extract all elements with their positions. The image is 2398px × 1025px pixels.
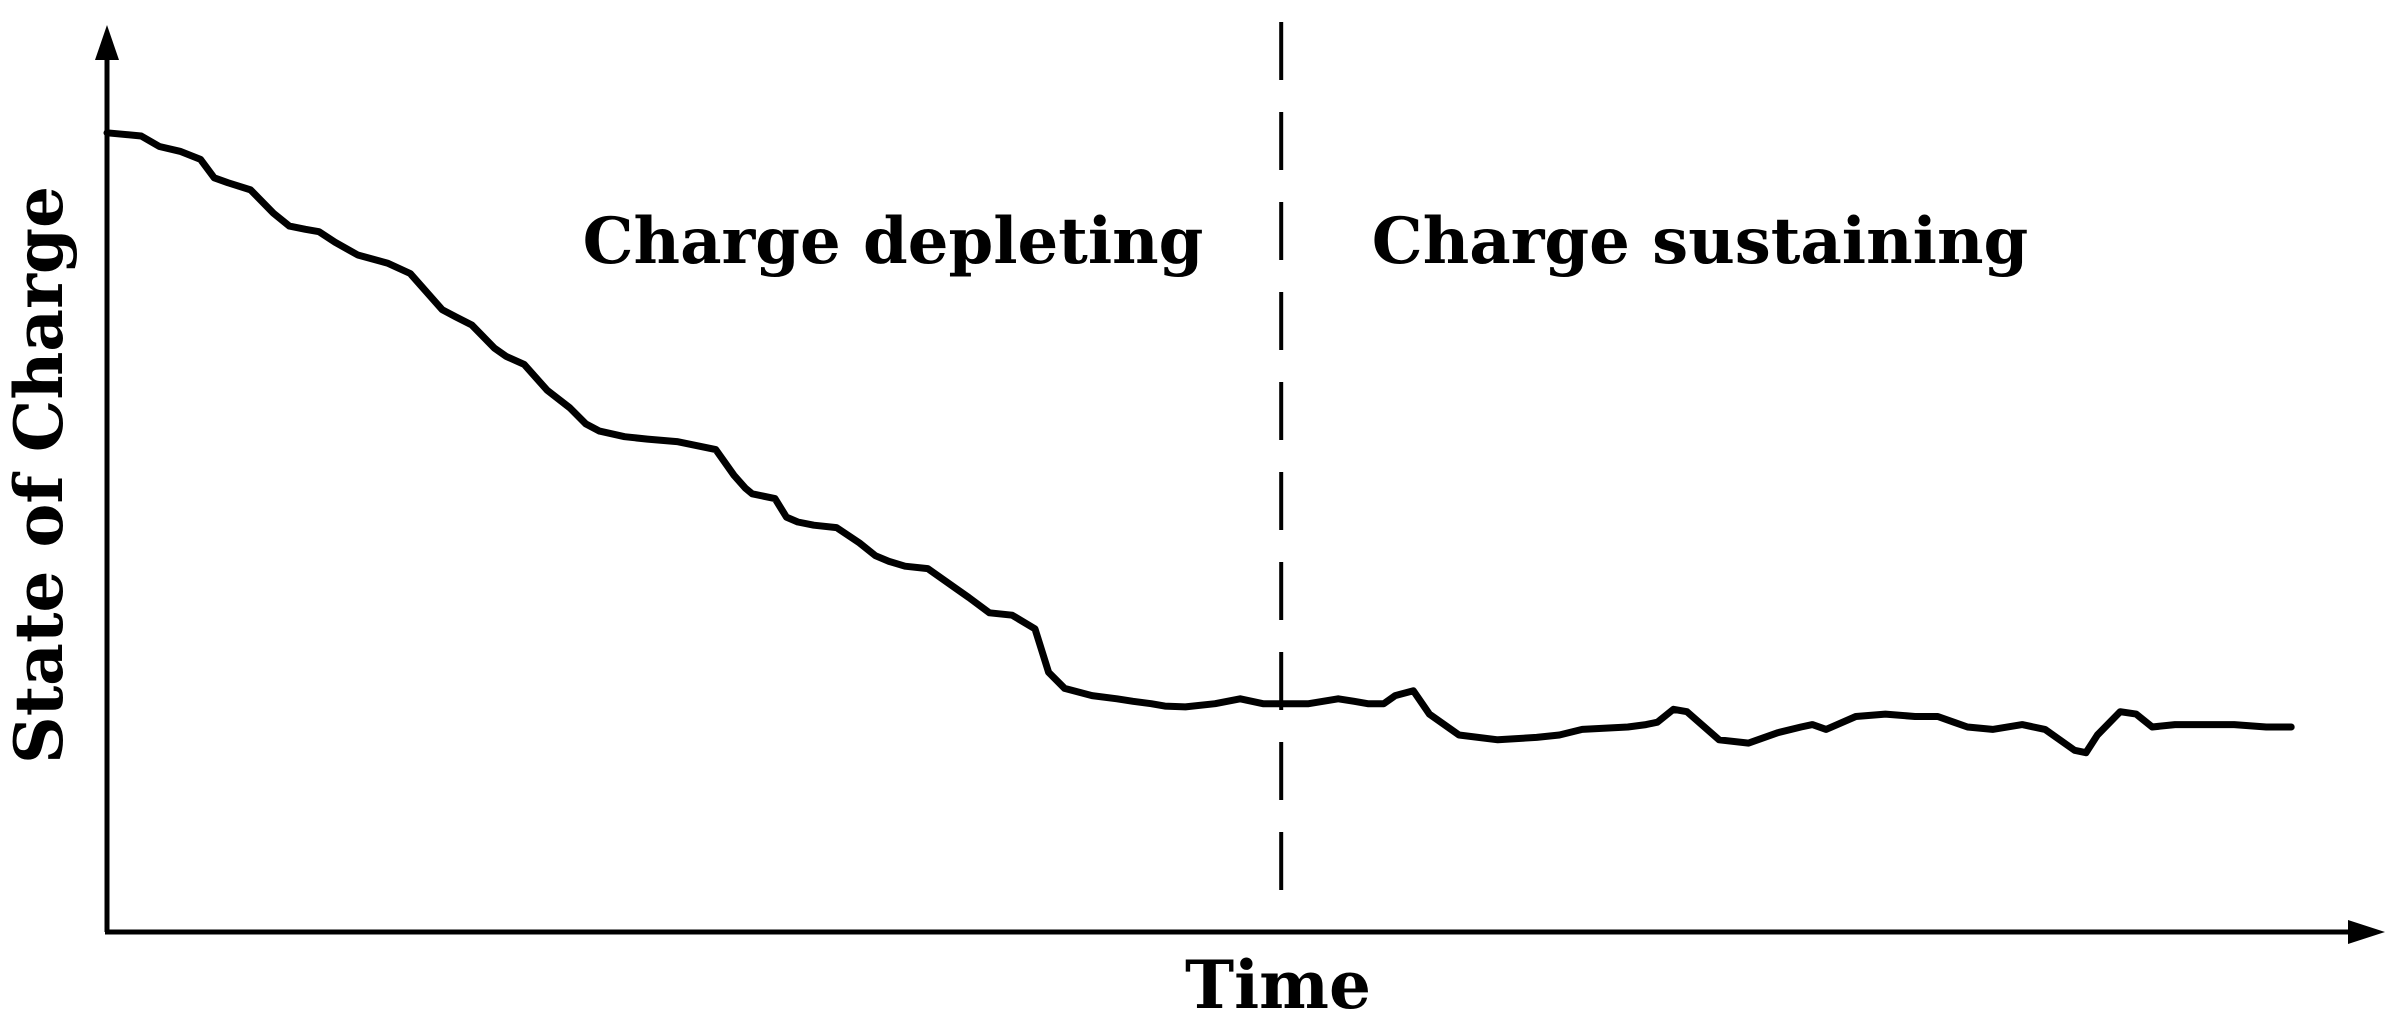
series-line-state-of-charge bbox=[103, 129, 2295, 757]
region-label-charge-sustaining: Charge sustaining bbox=[1372, 204, 2028, 279]
region-label-charge-depleting: Charge depleting bbox=[583, 204, 1204, 279]
x-axis-label: Time bbox=[1185, 946, 1371, 1024]
y-axis-arrowhead bbox=[95, 25, 119, 60]
y-axis-label: State of Charge bbox=[0, 186, 78, 764]
x-axis-arrowhead bbox=[2348, 920, 2385, 944]
